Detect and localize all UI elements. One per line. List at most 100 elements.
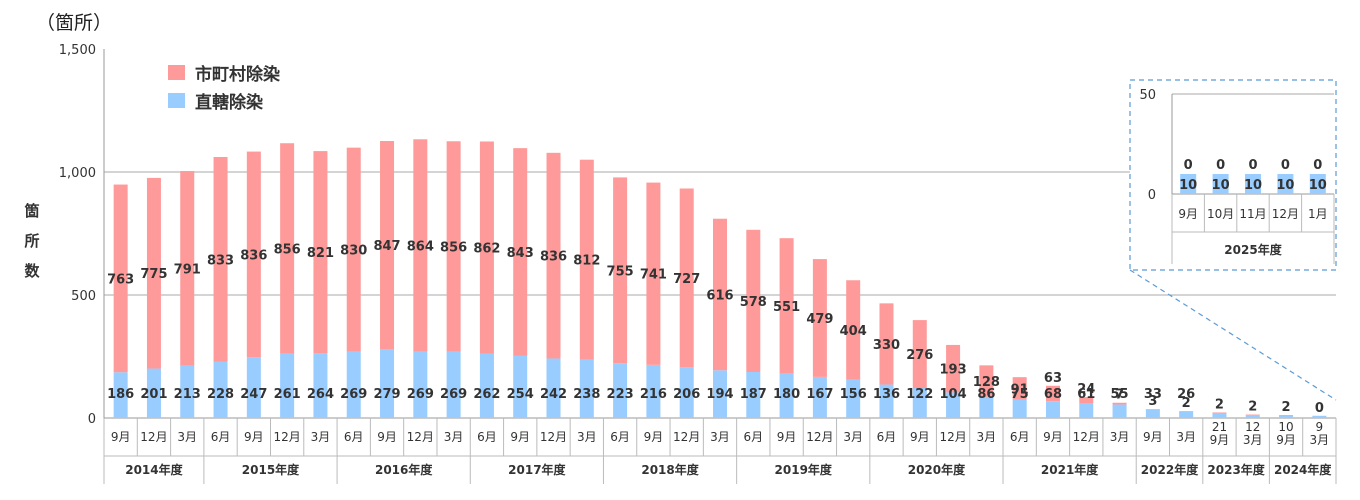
bar-direct <box>846 379 861 418</box>
data-label-municipal: 833 <box>207 253 234 268</box>
bar-municipal <box>1045 385 1060 402</box>
data-label-municipal: 616 <box>706 289 733 304</box>
x-category-label: 9月 <box>111 430 131 444</box>
bar-direct <box>579 359 594 418</box>
inset-data-label-direct: 10 <box>1212 178 1230 193</box>
bar-municipal <box>646 182 661 365</box>
year-group-label: 2021年度 <box>1041 462 1099 477</box>
x-category-label: 6月 <box>211 430 231 444</box>
data-label-direct: 206 <box>673 387 700 402</box>
data-label-direct: 86 <box>977 387 995 402</box>
data-label-direct: 238 <box>573 387 600 402</box>
bar-municipal <box>346 147 361 352</box>
x-category-label: 9月 <box>244 430 264 444</box>
x-category-label: 12月 <box>673 430 700 444</box>
x-category-label: 12月 <box>939 430 966 444</box>
data-label-municipal: 836 <box>240 248 267 263</box>
inset-bar-direct <box>1180 174 1197 194</box>
bar-municipal <box>1112 402 1127 405</box>
bar-direct <box>1012 399 1027 418</box>
bar-direct <box>879 384 894 418</box>
bar-municipal <box>846 280 861 380</box>
data-label-municipal: 856 <box>274 243 301 258</box>
x-category-label: 12月 <box>273 430 300 444</box>
data-label-municipal: 843 <box>507 246 534 261</box>
data-label-direct: 242 <box>540 387 567 402</box>
data-label-municipal: 63 <box>1044 371 1062 386</box>
y-tick-label: 1,000 <box>59 166 96 181</box>
bar-direct <box>313 353 328 418</box>
data-label-municipal: 3 <box>1148 394 1157 409</box>
bar-direct <box>1179 411 1194 418</box>
data-label-municipal: 791 <box>174 262 201 277</box>
data-label-municipal: 404 <box>840 324 867 339</box>
data-label-municipal: 775 <box>140 267 167 282</box>
x-category-label: 6月 <box>477 430 497 444</box>
bar-municipal <box>313 151 328 354</box>
bar-municipal <box>513 148 528 356</box>
inset-bar-direct <box>1245 174 1261 194</box>
legend-label-direct: 直轄除染 <box>195 92 263 113</box>
data-label-municipal: 2 <box>1182 396 1191 411</box>
data-label-direct: 279 <box>373 387 400 402</box>
bar-direct <box>380 349 395 418</box>
inset-category-label: 1月 <box>1308 207 1328 221</box>
legend-swatch-direct <box>168 92 185 108</box>
bar-direct <box>1212 412 1227 418</box>
data-label-direct: 156 <box>840 387 867 402</box>
data-label-direct: 75 <box>1011 387 1029 402</box>
data-label-municipal: 91 <box>1011 382 1029 397</box>
bar-direct <box>646 364 661 418</box>
data-label-direct: 104 <box>940 387 967 402</box>
data-label-municipal: 479 <box>806 312 833 327</box>
x-category-label: 6月 <box>1010 430 1030 444</box>
data-label-municipal: 2 <box>1282 400 1291 415</box>
inset-y-tick-label: 50 <box>1139 88 1156 103</box>
bar-direct <box>513 355 528 418</box>
inset-frame <box>1129 79 1337 271</box>
data-label-municipal: 727 <box>673 272 700 287</box>
data-label-municipal: 551 <box>773 300 800 315</box>
data-label-municipal: 812 <box>573 254 600 269</box>
y-tick-label: 1,500 <box>59 43 96 58</box>
year-group-label: 2022年度 <box>1141 462 1199 477</box>
inset-data-label-municipal: 0 <box>1216 158 1225 173</box>
inset-bar-direct <box>1212 174 1229 194</box>
bar-direct <box>546 358 561 418</box>
inset-data-label-direct: 10 <box>1179 178 1197 193</box>
data-label-municipal: 763 <box>107 272 134 287</box>
data-label-direct: 26 <box>1177 387 1195 402</box>
bar-direct <box>912 387 927 418</box>
data-label-direct: 261 <box>274 387 301 402</box>
year-group-label: 2016年度 <box>375 462 433 477</box>
y-axis-label: 箇所数 <box>24 202 40 280</box>
bar-municipal <box>180 171 195 366</box>
x-category-label: 12月 <box>140 430 167 444</box>
x-category-label: 9 3月 <box>1310 420 1330 447</box>
bar-direct <box>613 363 628 418</box>
x-category-label: 9月 <box>777 430 797 444</box>
x-category-label: 9月 <box>510 430 530 444</box>
data-label-municipal: 276 <box>906 348 933 363</box>
x-category-label: 9月 <box>1143 430 1163 444</box>
bar-direct <box>413 351 428 418</box>
data-label-direct: 68 <box>1044 387 1062 402</box>
data-label-direct: 269 <box>440 387 467 402</box>
bar-municipal <box>779 238 794 374</box>
data-label-direct: 136 <box>873 387 900 402</box>
bar-municipal <box>879 303 894 385</box>
data-label-direct: 216 <box>640 387 667 402</box>
legend: 市町村除染 直轄除染 <box>168 58 280 114</box>
bar-direct <box>346 351 361 418</box>
y-tick-label: 0 <box>88 412 96 427</box>
x-category-label: 3月 <box>1176 430 1196 444</box>
bar-municipal <box>446 141 461 352</box>
data-label-direct: 187 <box>740 387 767 402</box>
x-category-label: 6月 <box>344 430 364 444</box>
bar-direct <box>246 357 261 418</box>
x-category-label: 9月 <box>644 430 664 444</box>
legend-swatch-municipal <box>168 64 185 80</box>
bar-municipal <box>579 159 594 360</box>
bar-municipal <box>746 229 761 372</box>
data-label-municipal: 856 <box>440 241 467 256</box>
